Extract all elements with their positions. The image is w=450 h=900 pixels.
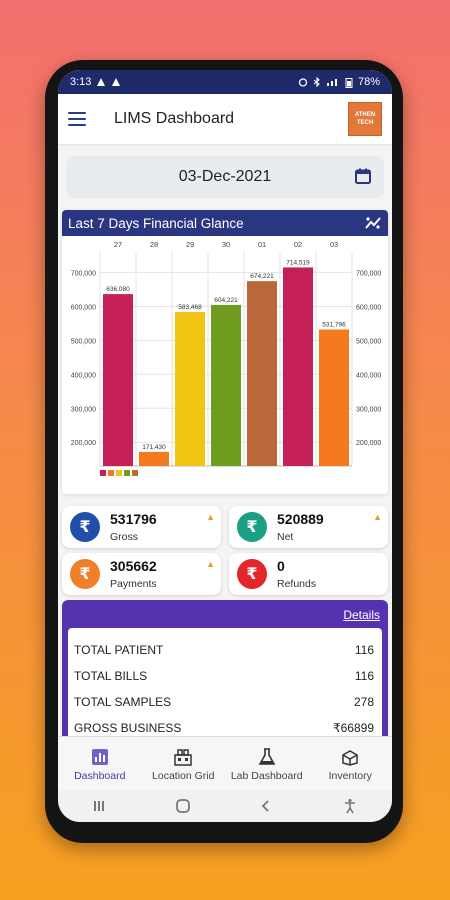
bar-data-label: 531,796 <box>322 322 346 329</box>
y-tick-label-right: 200,000 <box>356 440 381 447</box>
bluetooth-icon <box>313 77 320 87</box>
legend-swatch <box>132 470 138 476</box>
financial-card-header: Last 7 Days Financial Glance <box>62 210 388 236</box>
calendar-icon[interactable] <box>354 167 372 185</box>
warning-icon <box>112 78 121 86</box>
bar-data-label: 714,519 <box>286 259 310 266</box>
x-tick-label: 30 <box>222 240 230 249</box>
x-tick-label: 29 <box>186 240 194 249</box>
inventory-icon <box>342 749 358 766</box>
refunds-tile[interactable]: ₹ 0 Refunds <box>229 553 388 595</box>
dashboard-icon <box>91 748 108 765</box>
home-icon[interactable] <box>175 798 191 814</box>
financial-bar-chart: 700,000 700,000 600,000 600,000 500,000 500,0… <box>71 240 381 476</box>
rupee-icon: ₹ <box>237 559 267 589</box>
chart-bar <box>139 451 169 466</box>
y-tick-label-left: 500,000 <box>71 338 96 345</box>
y-tick-label-left: 700,000 <box>71 270 96 277</box>
rupee-icon: ₹ <box>70 559 100 589</box>
chart-bar <box>247 281 277 466</box>
page-title: LIMS Dashboard <box>114 110 235 127</box>
legend-swatch <box>116 470 122 476</box>
chart-bar <box>103 294 133 466</box>
system-navigation <box>58 790 392 822</box>
summary-tiles: ₹ 531796 Gross ▲ ₹ 520889 Net ▲ ₹ 305662… <box>62 506 388 598</box>
net-label: Net <box>277 531 294 543</box>
rupee-icon: ₹ <box>70 512 100 542</box>
alarm-icon <box>298 78 308 87</box>
nav-location-grid[interactable]: Location Grid <box>142 737 226 791</box>
trend-up-icon: ▲ <box>206 512 215 522</box>
chart-bar <box>283 267 313 466</box>
app-bar: LIMS Dashboard ATHEN TECH <box>58 94 392 144</box>
y-tick-label-left: 400,000 <box>71 372 96 379</box>
payments-tile[interactable]: ₹ 305662 Payments ▲ <box>62 553 221 595</box>
refunds-value: 0 <box>277 558 285 574</box>
financial-card: Last 7 Days Financial Glance 700,000 700,… <box>62 210 388 494</box>
legend-swatch <box>124 470 130 476</box>
bar-data-label: 171,430 <box>142 444 166 451</box>
x-tick-label: 03 <box>330 240 338 249</box>
rupee-icon: ₹ <box>237 512 267 542</box>
y-tick-label-right: 300,000 <box>356 406 381 413</box>
y-tick-label-left: 300,000 <box>71 406 96 413</box>
bar-data-label: 636,080 <box>106 286 130 293</box>
battery-icon <box>345 77 353 88</box>
bottom-navigation: Dashboard Location Grid Lab Dashboard <box>58 736 392 791</box>
table-row: GROSS BUSINESS ₹66899 <box>74 721 374 735</box>
location-grid-icon <box>174 748 192 766</box>
nav-dashboard[interactable]: Dashboard <box>58 737 142 791</box>
date-picker[interactable]: 03-Dec-2021 <box>66 156 384 198</box>
y-tick-label-left: 200,000 <box>71 440 96 447</box>
financial-card-title: Last 7 Days Financial Glance <box>68 215 244 231</box>
recent-apps-icon[interactable] <box>92 799 106 813</box>
details-link[interactable]: Details <box>343 608 380 622</box>
table-row: TOTAL PATIENT 116 <box>74 643 374 657</box>
payments-label: Payments <box>110 578 157 590</box>
bar-data-label: 604,221 <box>214 297 238 304</box>
x-tick-label: 28 <box>150 240 158 249</box>
gross-value: 531796 <box>110 511 157 527</box>
alarm-silent-icon <box>97 78 106 86</box>
nav-lab-dashboard[interactable]: Lab Dashboard <box>225 737 309 791</box>
x-tick-label: 27 <box>114 240 122 249</box>
trend-up-icon: ▲ <box>373 512 382 522</box>
chart-bar <box>211 304 241 466</box>
trend-up-icon: ▲ <box>206 559 215 569</box>
chart-bar <box>319 329 349 466</box>
legend-swatch <box>108 470 114 476</box>
net-tile[interactable]: ₹ 520889 Net ▲ <box>229 506 388 548</box>
y-tick-label-right: 400,000 <box>356 372 381 379</box>
gross-label: Gross <box>110 531 139 543</box>
selected-date: 03-Dec-2021 <box>178 168 272 185</box>
nav-inventory[interactable]: Inventory <box>309 737 393 791</box>
app-screen: 3:13 78% LIMS Dashboard ATHEN TECH 03-De… <box>58 70 392 822</box>
y-tick-label-right: 500,000 <box>356 338 381 345</box>
hamburger-menu-icon[interactable] <box>68 112 86 126</box>
chart-bar <box>175 311 205 466</box>
status-bar: 3:13 78% <box>58 70 392 94</box>
status-time: 3:13 <box>70 76 92 88</box>
payments-value: 305662 <box>110 558 157 574</box>
signal-icon <box>326 79 337 86</box>
table-row: TOTAL SAMPLES 278 <box>74 695 374 709</box>
chart-toggle-icon[interactable] <box>364 215 382 231</box>
company-logo: ATHEN TECH <box>348 102 382 136</box>
battery-percent: 78% <box>357 76 380 88</box>
flask-icon <box>258 747 276 765</box>
refunds-label: Refunds <box>277 578 317 590</box>
legend-swatch <box>100 470 106 476</box>
y-tick-label-right: 600,000 <box>356 304 381 311</box>
gross-tile[interactable]: ₹ 531796 Gross ▲ <box>62 506 221 548</box>
back-icon[interactable] <box>259 799 273 813</box>
net-value: 520889 <box>277 511 324 527</box>
accessibility-icon[interactable] <box>342 798 358 814</box>
table-row: TOTAL BILLS 116 <box>74 669 374 683</box>
x-tick-label: 02 <box>294 240 302 249</box>
bar-data-label: 583,468 <box>178 304 202 311</box>
y-tick-label-left: 600,000 <box>71 304 96 311</box>
bar-data-label: 674,221 <box>250 273 274 280</box>
x-tick-label: 01 <box>258 240 266 249</box>
y-tick-label-right: 700,000 <box>356 270 381 277</box>
